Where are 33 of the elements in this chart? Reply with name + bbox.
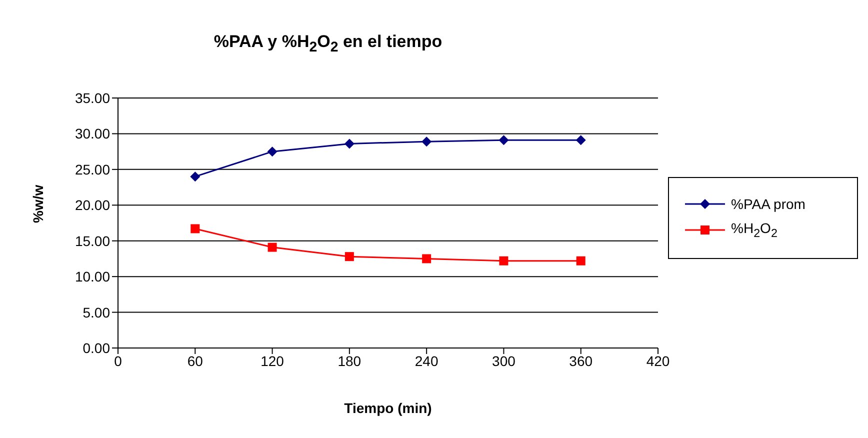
point bbox=[576, 135, 586, 146]
y-tick-label: 25.00 bbox=[74, 161, 110, 178]
x-tick-label: 120 bbox=[260, 352, 284, 369]
point bbox=[498, 135, 509, 146]
y-tick-label: 35.00 bbox=[74, 90, 110, 106]
x-tick-label: 180 bbox=[338, 352, 362, 369]
legend-label: %PAA prom bbox=[731, 196, 806, 212]
x-tick-label: 420 bbox=[646, 352, 670, 369]
y-tick-label: 20.00 bbox=[74, 197, 110, 214]
y-tick-label: 30.00 bbox=[74, 126, 110, 142]
x-tick-label: 360 bbox=[569, 352, 593, 369]
chart-title: %PAA y %H$_{2}$O$_{2}$ en el tiempo bbox=[212, 32, 444, 56]
y-tick-label: 5.00 bbox=[82, 304, 110, 320]
x-tick-label: 60 bbox=[187, 352, 204, 369]
x-tick-label: 300 bbox=[492, 352, 516, 369]
y-tick-label: 15.00 bbox=[74, 232, 110, 249]
x-tick-label: 0 bbox=[114, 352, 122, 369]
point bbox=[499, 256, 508, 266]
y-tick-label: 10.00 bbox=[74, 268, 110, 285]
point bbox=[422, 136, 432, 147]
point bbox=[268, 242, 277, 252]
x-axis-title: Tiempo (min) bbox=[344, 400, 432, 416]
y-axis-title: %w/w bbox=[30, 184, 46, 223]
point bbox=[344, 138, 354, 149]
point bbox=[422, 254, 432, 264]
point bbox=[344, 252, 354, 262]
x-tick-label: 240 bbox=[414, 352, 438, 369]
legend-label: %H$_{2}$O$_{2}$ bbox=[731, 220, 778, 240]
point bbox=[267, 146, 278, 157]
point bbox=[190, 172, 200, 182]
y-tick-label: 0.00 bbox=[82, 340, 110, 356]
point bbox=[576, 256, 586, 266]
point bbox=[190, 224, 200, 234]
